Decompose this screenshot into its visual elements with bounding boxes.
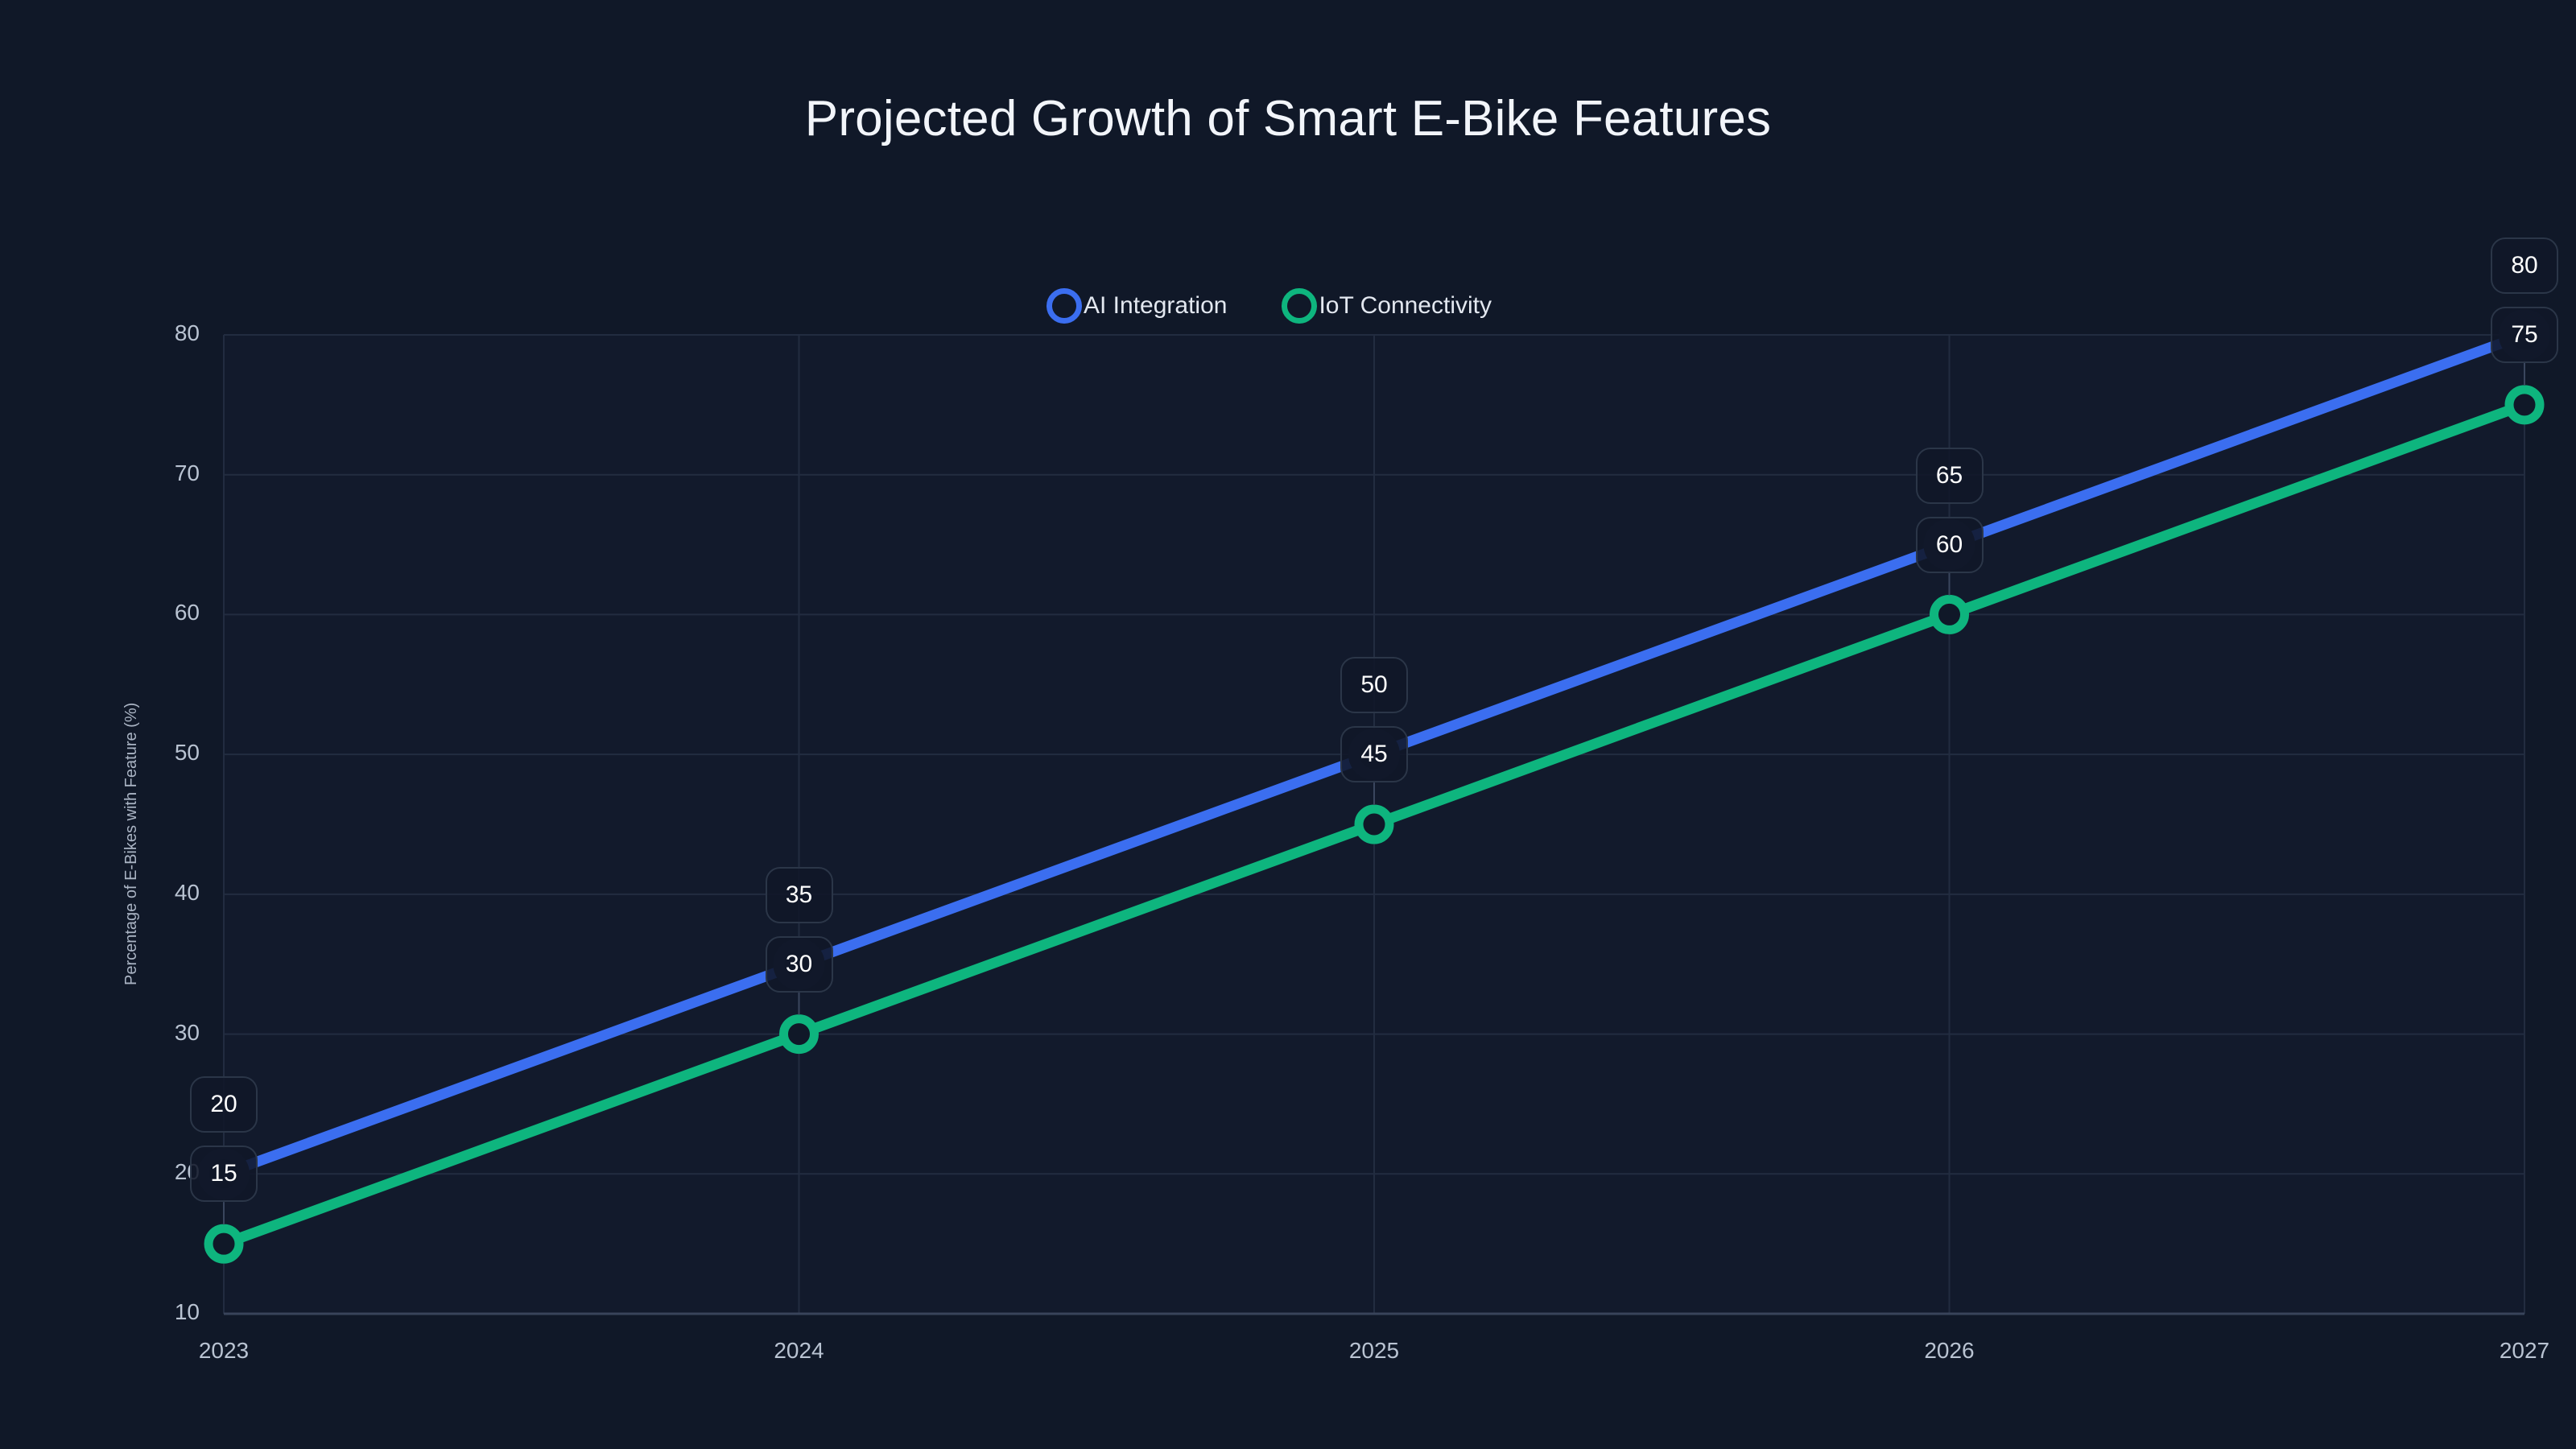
data-label-ai-2024: 35: [765, 866, 833, 923]
data-label-iot-2024: 30: [765, 935, 833, 993]
page-title: Projected Growth of Smart E-Bike Feature…: [804, 91, 1772, 147]
y-tick-label: 80: [174, 320, 200, 345]
legend-item-iot-connectivity[interactable]: IoT Connectivity: [1282, 288, 1492, 324]
data-label-ai-2026: 65: [1915, 447, 1984, 504]
legend-marker-icon: [1046, 288, 1082, 324]
x-tick-label: 2023: [198, 1338, 250, 1363]
y-tick-label: 30: [174, 1019, 200, 1045]
data-label-iot-2026: 60: [1915, 516, 1984, 573]
data-label-iot-2025: 45: [1340, 726, 1408, 783]
legend-item-ai-integration[interactable]: AI Integration: [1046, 288, 1227, 324]
data-label-ai-2025: 50: [1340, 657, 1408, 714]
y-tick-label: 40: [174, 879, 200, 905]
y-tick-label: 20: [174, 1159, 200, 1185]
legend: AI Integration IoT Connectivity: [1046, 288, 1492, 324]
y-tick-label: 10: [174, 1299, 200, 1324]
x-tick-label: 2026: [1924, 1338, 1975, 1363]
x-tick-label: 2025: [1348, 1338, 1400, 1363]
y-tick-label: 60: [174, 600, 200, 625]
legend-marker-icon: [1282, 288, 1318, 324]
legend-label: AI Integration: [1084, 292, 1228, 319]
data-label-ai-2023: 20: [190, 1076, 258, 1133]
data-label-iot-2023: 15: [190, 1146, 258, 1203]
legend-label: IoT Connectivity: [1319, 292, 1492, 319]
x-tick-label: 2024: [774, 1338, 824, 1363]
data-label-iot-2027: 75: [2491, 307, 2558, 363]
y-tick-label: 70: [174, 460, 200, 485]
x-tick-label: 2027: [2499, 1338, 2550, 1363]
y-tick-label: 50: [174, 740, 200, 766]
data-label-ai-2027: 80: [2491, 237, 2558, 294]
